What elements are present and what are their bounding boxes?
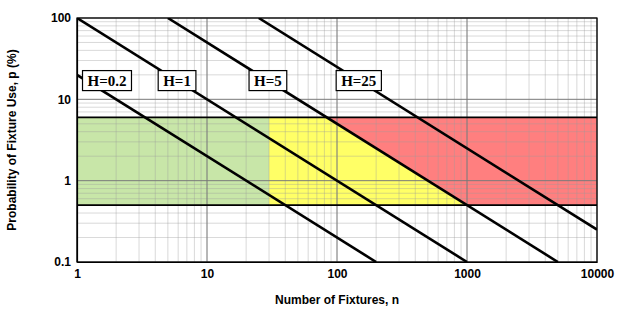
tick-label: 1000	[454, 267, 481, 281]
minor-grid-line	[324, 18, 325, 262]
minor-grid-line	[399, 18, 400, 262]
minor-grid-line	[201, 18, 202, 262]
minor-grid-line	[207, 18, 208, 262]
minor-grid-line	[285, 18, 286, 262]
minor-grid-line	[438, 18, 439, 262]
y-axis: 0.1 1 10 100	[51, 11, 78, 269]
label-box	[336, 71, 381, 91]
minor-grid-line	[337, 18, 338, 262]
minor-grid-line	[269, 18, 270, 262]
minor-grid-line	[297, 18, 298, 262]
y-axis-title: Probability of Fixture Use, p (%)	[5, 49, 19, 230]
series-line	[168, 18, 558, 262]
minor-grid-line	[155, 18, 156, 262]
grid-line	[77, 99, 597, 100]
series-labels: H=0.2 H=1 H=5 H=25	[83, 71, 382, 91]
tick: 1	[64, 174, 77, 188]
tick: 10000	[581, 262, 615, 281]
tick-label: 100	[51, 11, 71, 25]
series-label: H=0.2	[83, 71, 132, 91]
tick-label: 10	[58, 93, 72, 107]
minor-grid-line	[427, 18, 428, 262]
region-edge	[269, 204, 467, 206]
region-edge	[77, 204, 269, 206]
label-box	[158, 71, 196, 91]
region-edge	[467, 204, 597, 206]
tick: 100	[51, 11, 77, 25]
tick-label: 0.1	[54, 255, 71, 269]
tick-label: 100	[327, 267, 347, 281]
series-label-text: H=0.2	[88, 73, 127, 89]
tick-label: 1	[74, 267, 81, 281]
series-label-text: H=25	[341, 73, 376, 89]
minor-grid-line	[568, 18, 569, 262]
region-edge	[326, 117, 597, 119]
tick: 10	[201, 262, 215, 281]
minor-grid-line	[461, 18, 462, 262]
minor-grid-line	[415, 18, 416, 262]
tick: 100	[327, 262, 347, 281]
minor-grid-line	[167, 18, 168, 262]
plot-area	[77, 18, 597, 262]
series-line	[77, 75, 376, 262]
plot-frame	[77, 18, 597, 262]
series-label-text: H=1	[163, 73, 191, 89]
minor-grid-line	[467, 18, 468, 262]
tick-label: 10	[201, 267, 215, 281]
label-box	[83, 71, 132, 91]
minor-grid-line	[77, 99, 597, 100]
minor-grid-line	[77, 205, 597, 206]
axis-line	[77, 19, 78, 263]
series-line	[77, 18, 467, 262]
axis-line	[78, 262, 598, 263]
x-axis-title: Number of Fixtures, n	[275, 293, 399, 307]
minor-grid-line	[545, 18, 546, 262]
tick: 0.1	[54, 255, 77, 269]
minor-grid-line	[576, 18, 577, 262]
minor-grid-line	[376, 18, 377, 262]
region	[77, 117, 269, 205]
minor-grid-line	[584, 18, 585, 262]
minor-grid-line	[557, 18, 558, 262]
minor-grid-line	[194, 18, 195, 262]
series-label: H=25	[336, 71, 381, 91]
region-edge	[77, 117, 269, 119]
region	[326, 117, 597, 205]
label-box	[249, 71, 287, 91]
minor-grid-line	[139, 18, 140, 262]
tick: 1	[74, 262, 81, 281]
tick: 1000	[454, 262, 481, 281]
chart: 1101001000100000.1110100Number of Fixtur…	[0, 0, 624, 312]
minor-grid-line	[308, 18, 309, 262]
series-line	[259, 18, 597, 230]
tick: 10	[58, 93, 77, 107]
minor-grid-line	[116, 18, 117, 262]
region-edge	[269, 117, 326, 119]
tick-label: 1	[64, 174, 71, 188]
minor-grid-line	[506, 18, 507, 262]
minor-grid-line	[446, 18, 447, 262]
tick-label: 10000	[581, 267, 615, 281]
grid-line	[467, 18, 468, 262]
grid-line	[207, 18, 208, 262]
grid	[77, 18, 597, 262]
grid-line	[337, 18, 338, 262]
x-axis: 1 10 100 1000 10000	[74, 262, 614, 281]
series-label-text: H=5	[254, 73, 282, 89]
minor-grid-line	[331, 18, 332, 262]
minor-grid-line	[77, 117, 597, 118]
minor-grid-line	[529, 18, 530, 262]
minor-grid-line	[186, 18, 187, 262]
series-label: H=5	[249, 71, 287, 91]
minor-grid-line	[178, 18, 179, 262]
series-label: H=1	[158, 71, 196, 91]
minor-grid-line	[246, 18, 247, 262]
